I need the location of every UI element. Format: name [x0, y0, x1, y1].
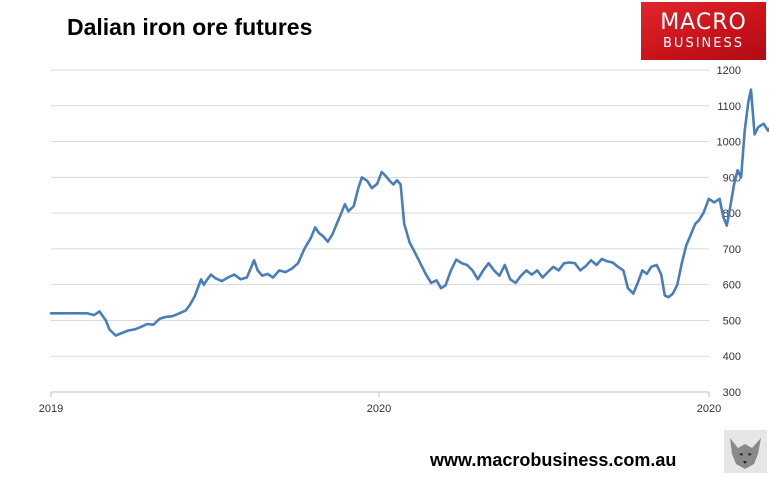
x-axis: 2019 2020 2020	[39, 391, 721, 415]
series-line-0	[49, 88, 769, 337]
y-tick-label: 1200	[717, 65, 741, 77]
x-tick-label: 2020	[367, 403, 391, 415]
y-tick-label: 1100	[717, 101, 741, 113]
y-tick-label: 600	[723, 280, 741, 292]
x-tick-label: 2019	[39, 403, 63, 415]
wolf-icon	[724, 430, 767, 473]
y-tick-label: 400	[723, 351, 741, 363]
y-tick-label: 800	[723, 208, 741, 220]
x-tick-label: 2020	[697, 403, 721, 415]
macrobusiness-logo: MACRO BUSINESS	[641, 2, 766, 60]
footer-url: www.macrobusiness.com.au	[430, 450, 677, 470]
y-tick-label: 300	[723, 387, 741, 399]
chart-title: Dalian iron ore futures	[67, 14, 313, 40]
y-tick-label: 500	[723, 315, 741, 327]
y-tick-label: 1000	[717, 137, 741, 149]
logo-line-2: BUSINESS	[663, 36, 744, 51]
gridlines	[51, 69, 709, 357]
series-lines	[49, 88, 769, 337]
y-tick-label: 700	[723, 244, 741, 256]
logo-line-1: MACRO	[660, 10, 747, 35]
